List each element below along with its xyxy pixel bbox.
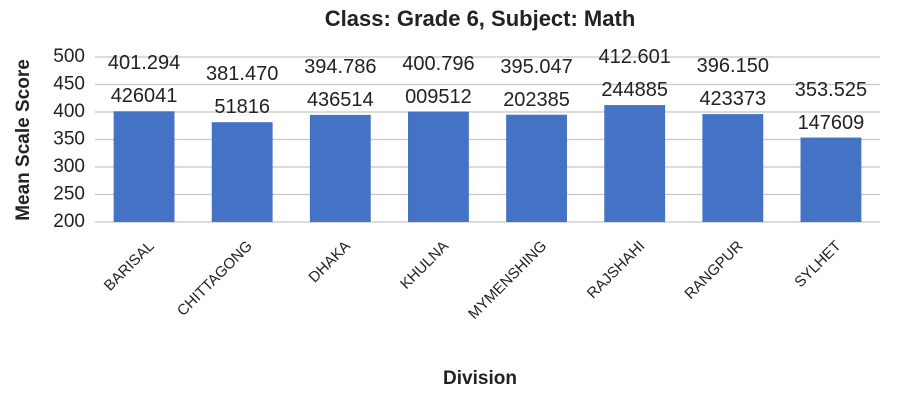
data-label: 395.047202385 xyxy=(500,55,573,111)
data-label: 396.150423373 xyxy=(696,55,769,111)
x-tick-label: KHULNA xyxy=(397,238,452,293)
bar xyxy=(702,114,764,222)
x-tick-label: CHITTAGONG xyxy=(174,238,256,320)
y-tick-label: 250 xyxy=(53,184,85,205)
bar xyxy=(506,114,567,222)
y-tick-label: 450 xyxy=(53,74,85,95)
x-tick-label: RAJSHAHI xyxy=(584,238,648,302)
bar xyxy=(211,122,273,222)
data-label: 401.294426041 xyxy=(107,52,181,108)
data-label: 381.47051816 xyxy=(206,63,279,119)
x-tick-label: RANGPUR xyxy=(681,238,746,303)
y-tick-label: 300 xyxy=(53,156,85,177)
y-tick-label: 200 xyxy=(53,211,85,232)
x-tick-label: DHAKA xyxy=(305,238,354,287)
y-tick-label: 500 xyxy=(53,46,85,67)
x-axis-title: Division xyxy=(443,368,517,389)
data-label: 353.525147609 xyxy=(794,78,868,134)
y-tick-label: 400 xyxy=(53,101,85,122)
chart-title: Class: Grade 6, Subject: Math xyxy=(325,6,636,31)
x-tick-label: BARISAL xyxy=(101,238,158,295)
x-tick-label: SYLHET xyxy=(791,238,844,291)
y-axis-title: Mean Scale Score xyxy=(13,59,34,221)
bar xyxy=(800,137,862,222)
bar xyxy=(604,105,666,222)
bar xyxy=(408,111,469,222)
data-label: 394.786436514 xyxy=(304,55,377,111)
bar xyxy=(113,111,175,222)
x-tick-label: MYMENSHING xyxy=(465,238,550,323)
bar xyxy=(309,114,371,222)
data-label: 412.601244885 xyxy=(598,46,671,102)
data-label: 400.796009512 xyxy=(402,52,475,108)
y-tick-label: 350 xyxy=(53,129,85,150)
